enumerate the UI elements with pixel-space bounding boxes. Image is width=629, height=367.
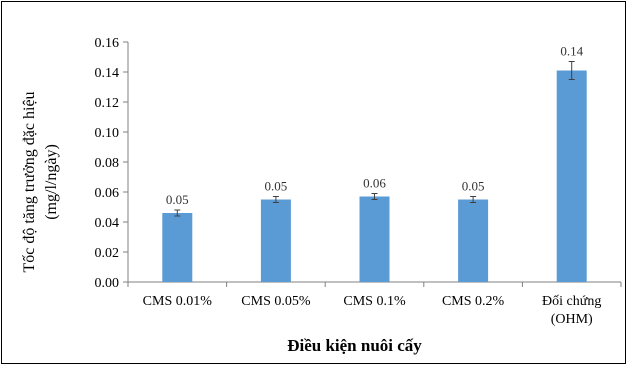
y-tick-label: 0.08 [95, 156, 120, 171]
x-axis-title: Điều kiện nuôi cấy [287, 336, 422, 355]
data-label: 0.05 [265, 179, 288, 194]
bar [359, 196, 390, 282]
y-tick-label: 0.14 [95, 66, 120, 81]
bar [458, 199, 489, 282]
y-tick-label: 0.12 [95, 96, 120, 111]
y-axis-title-line: (mg/l/ngày) [43, 144, 60, 220]
y-tick-label: 0.00 [95, 276, 120, 291]
bar [556, 70, 587, 282]
x-tick-label: Đối chứng [542, 294, 601, 309]
y-tick-label: 0.04 [95, 216, 120, 231]
y-tick-label: 0.02 [95, 246, 120, 261]
x-tick-label: CMS 0.1% [343, 294, 406, 309]
x-tick-label: (OHM) [551, 312, 593, 327]
data-label: 0.05 [462, 179, 485, 194]
x-tick-label: CMS 0.05% [241, 294, 311, 309]
data-label: 0.05 [166, 192, 189, 207]
y-tick-label: 0.10 [95, 126, 120, 141]
y-tick-label: 0.16 [95, 36, 120, 51]
y-tick-label: 0.06 [95, 186, 120, 201]
y-axis-title-line: Tốc độ tăng trưởng đặc hiệu [21, 91, 38, 272]
data-label: 0.14 [560, 44, 583, 59]
data-label: 0.06 [363, 176, 386, 191]
y-axis-title: Tốc độ tăng trưởng đặc hiệu (mg/l/ngày) [21, 91, 60, 272]
x-tick-label: CMS 0.2% [442, 294, 505, 309]
x-tick-label: CMS 0.01% [143, 294, 213, 309]
bar [260, 199, 291, 282]
bar [162, 213, 193, 282]
